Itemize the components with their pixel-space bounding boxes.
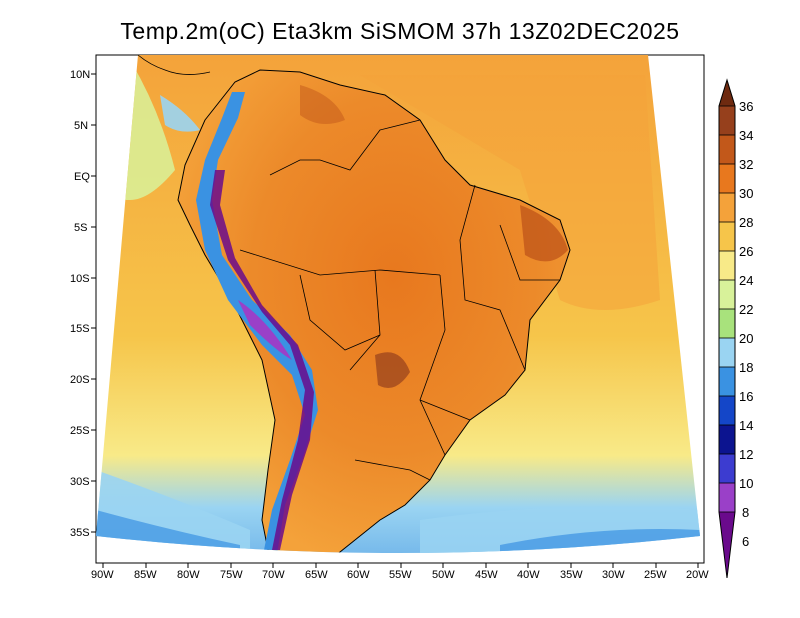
lon-tick-45w: 45W <box>475 569 498 581</box>
colorbar-swatch-32 <box>719 135 735 164</box>
lon-tick-20w: 20W <box>686 569 709 581</box>
colorbar-swatch-34 <box>719 106 735 135</box>
lat-tick-5s: 5S <box>74 222 87 234</box>
lon-tick-75w: 75W <box>220 569 243 581</box>
colorbar-label-14: 14 <box>739 418 753 433</box>
lat-tick-eq: EQ <box>74 171 90 183</box>
colorbar-swatch-18 <box>719 338 735 367</box>
colorbar-swatch-16 <box>719 367 735 396</box>
colorbar-swatch-30 <box>719 164 735 193</box>
colorbar-swatch-26 <box>719 222 735 251</box>
lon-tick-35w: 35W <box>560 569 583 581</box>
colorbar-swatch-10 <box>719 454 735 483</box>
lon-tick-55w: 55W <box>389 569 412 581</box>
lon-tick-30w: 30W <box>602 569 625 581</box>
colorbar-top-arrow <box>719 80 735 106</box>
lon-tick-80w: 80W <box>177 569 200 581</box>
colorbar-label-18: 18 <box>739 360 753 375</box>
colorbar-label-22: 22 <box>739 302 753 317</box>
colorbar-swatch-22 <box>719 280 735 309</box>
lon-tick-40w: 40W <box>517 569 540 581</box>
lon-tick-85w: 85W <box>134 569 157 581</box>
lon-tick-25w: 25W <box>644 569 667 581</box>
lat-tick-10s: 10S <box>70 273 90 285</box>
colorbar-label-12: 12 <box>739 447 753 462</box>
south-america-landmass <box>177 69 571 553</box>
colorbar-swatch-20 <box>719 309 735 338</box>
lon-tick-90w: 90W <box>91 569 114 581</box>
colorbar-label-20: 20 <box>739 331 753 346</box>
colorbar-swatch-14 <box>719 396 735 425</box>
lon-tick-70w: 70W <box>262 569 285 581</box>
colorbar-label-8: 8 <box>742 505 749 520</box>
lat-tick-35s: 35S <box>70 527 90 539</box>
colorbar-swatch-12 <box>719 425 735 454</box>
colorbar-label-24: 24 <box>739 273 753 288</box>
colorbar-label-32: 32 <box>739 157 753 172</box>
lon-tick-50w: 50W <box>432 569 455 581</box>
colorbar-bottom-arrow <box>719 512 735 578</box>
lat-tick-5n: 5N <box>74 120 88 132</box>
map-title: Temp.2m(oC) Eta3km SiSMOM 37h 13Z02DEC20… <box>120 18 680 44</box>
colorbar-label-36: 36 <box>739 99 753 114</box>
colorbar-label-6: 6 <box>742 534 749 549</box>
colorbar-label-10: 10 <box>739 476 753 491</box>
colorbar-swatch-24 <box>719 251 735 280</box>
colorbar-swatch-28 <box>719 193 735 222</box>
colorbar-label-34: 34 <box>739 128 753 143</box>
lat-tick-20s: 20S <box>70 374 90 386</box>
colorbar: 36 34 32 30 28 26 24 22 20 18 16 14 12 1… <box>718 78 753 579</box>
longitude-axis: 90W 85W 80W 75W 70W 65W 60W 55W 50W 45W … <box>91 569 709 581</box>
colorbar-label-26: 26 <box>739 244 753 259</box>
colorbar-label-28: 28 <box>739 215 753 230</box>
temperature-field <box>96 55 700 553</box>
lon-tick-60w: 60W <box>347 569 370 581</box>
lat-tick-15s: 15S <box>70 323 90 335</box>
lat-tick-30s: 30S <box>70 476 90 488</box>
lat-tick-10n: 10N <box>70 69 90 81</box>
lon-tick-65w: 65W <box>305 569 328 581</box>
colorbar-label-30: 30 <box>739 186 753 201</box>
colorbar-swatch-8 <box>719 483 735 512</box>
lat-tick-25s: 25S <box>70 425 90 437</box>
latitude-axis: 10N 5N EQ 5S 10S 15S 20S 25S 30S 35S <box>70 69 90 539</box>
colorbar-label-16: 16 <box>739 389 753 404</box>
